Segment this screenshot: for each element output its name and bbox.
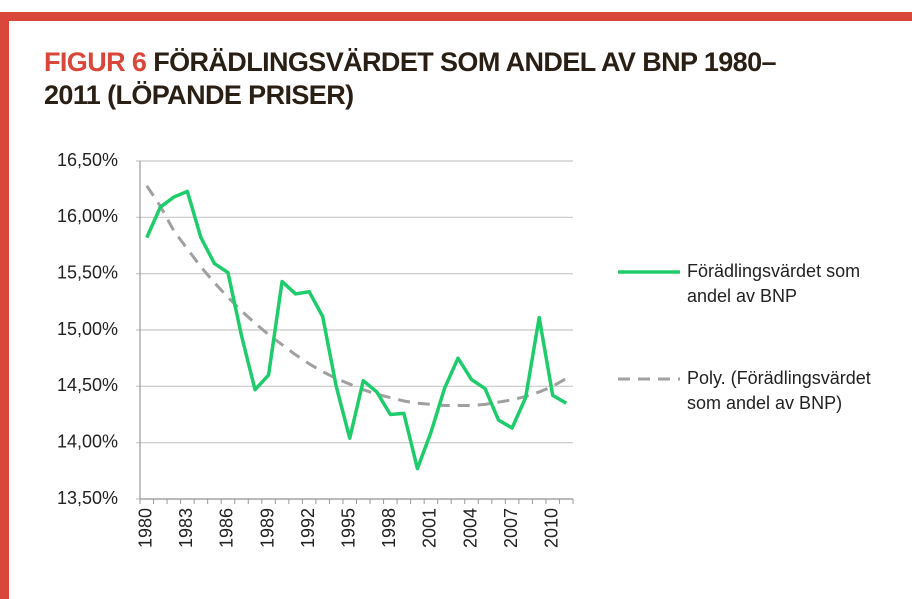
x-tick-label: 2010 <box>541 508 561 548</box>
x-tick-label: 1992 <box>298 508 318 548</box>
x-tick-label: 2001 <box>420 508 440 548</box>
x-tick-label: 1995 <box>338 508 358 548</box>
y-tick-label: 16,00% <box>57 206 118 226</box>
x-tick-label: 1989 <box>257 508 277 548</box>
x-tick-label: 1998 <box>379 508 399 548</box>
y-tick-label: 15,00% <box>57 319 118 339</box>
legend-label: Förädlingsvärdet som andel av BNP <box>687 261 861 306</box>
series-line <box>145 184 567 407</box>
x-tick-label: 2007 <box>501 508 521 548</box>
y-tick-label: 16,50% <box>57 150 118 170</box>
x-tick-label: 2004 <box>460 508 480 548</box>
legend-label: Poly. (Förädlingsvärdet som andel av BNP… <box>687 368 871 413</box>
title-text: FÖRÄDLINGSVÄRDET SOM ANDEL AV BNP 1980–2… <box>44 47 777 110</box>
x-tick-label: 1983 <box>176 508 196 548</box>
frame-border <box>0 12 912 21</box>
x-tick-label: 1986 <box>217 508 237 548</box>
y-tick-label: 15,50% <box>57 262 118 282</box>
y-tick-label: 14,50% <box>57 375 118 395</box>
y-tick-label: 14,00% <box>57 431 118 451</box>
series-line <box>145 189 568 471</box>
chart-title: FIGUR 6 FÖRÄDLINGSVÄRDET SOM ANDEL AV BN… <box>44 46 804 112</box>
frame-border <box>0 12 9 599</box>
figure-label: FIGUR 6 <box>44 47 147 77</box>
y-tick-label: 13,50% <box>57 488 118 508</box>
x-tick-label: 1980 <box>136 508 156 548</box>
